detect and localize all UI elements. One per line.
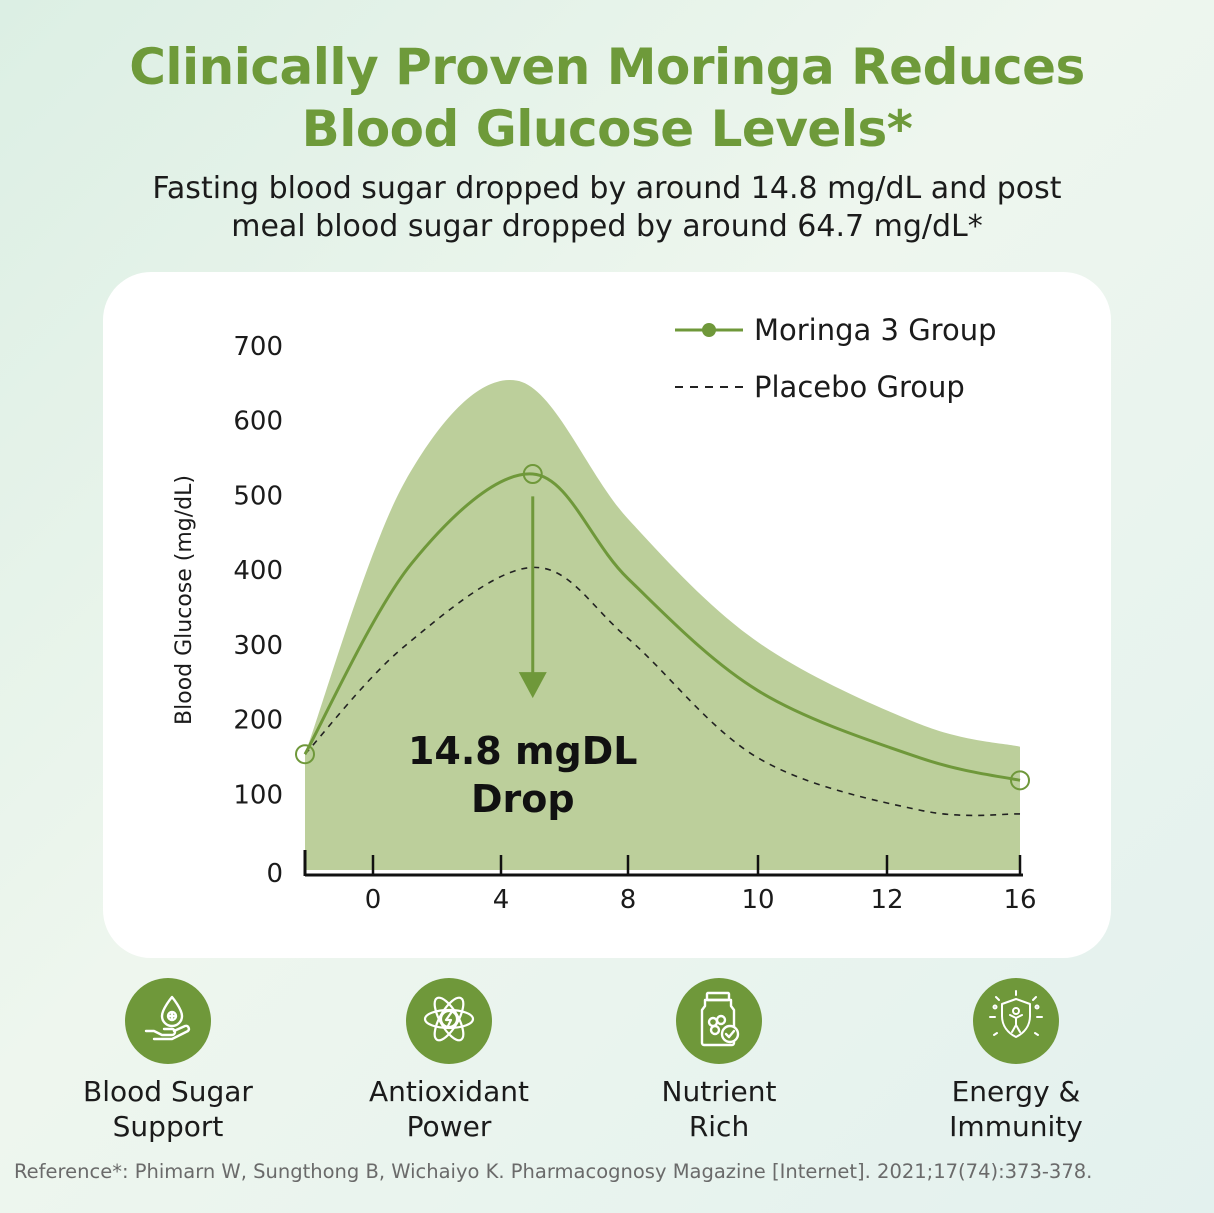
feature-badge bbox=[676, 978, 762, 1064]
y-tick-label: 400 bbox=[233, 556, 283, 586]
feature-nutrient: Nutrient Rich bbox=[589, 978, 849, 1144]
feature-label-line-1: Antioxidant bbox=[369, 1075, 529, 1108]
feature-label-line-2: Support bbox=[112, 1110, 224, 1143]
y-tick-label: 700 bbox=[233, 332, 283, 362]
moringa-point bbox=[522, 464, 543, 485]
feature-label: Antioxidant Power bbox=[319, 1074, 579, 1144]
y-tick-label: 100 bbox=[233, 780, 283, 810]
moringa-line bbox=[303, 472, 1021, 782]
moringa-point bbox=[1010, 770, 1030, 791]
y-tick-label: 500 bbox=[233, 481, 283, 511]
y-tick-label: 600 bbox=[233, 407, 283, 437]
x-tick-label: 4 bbox=[493, 885, 510, 915]
y-tick-label: 300 bbox=[233, 631, 283, 661]
subheadline-line-2: meal blood sugar dropped by around 64.7 … bbox=[231, 209, 983, 244]
feature-label-line-2: Rich bbox=[688, 1110, 750, 1143]
x-tick-label: 16 bbox=[1003, 885, 1036, 915]
x-tick-label: 12 bbox=[870, 885, 903, 915]
legend-moringa-label: Moringa 3 Group bbox=[754, 313, 996, 347]
shield-figure-icon bbox=[986, 989, 1046, 1053]
feature-badge bbox=[406, 978, 492, 1064]
atom-energy-icon bbox=[420, 990, 478, 1052]
feature-label: Energy & Immunity bbox=[886, 1074, 1146, 1144]
reference-citation: Reference*: Phimarn W, Sungthong B, Wich… bbox=[14, 1160, 1093, 1183]
supplement-bottle-icon bbox=[693, 990, 745, 1052]
placebo-line bbox=[304, 566, 1021, 817]
feature-badge bbox=[125, 978, 211, 1064]
glucose-chart: 0 4 8 10 12 16 0 100 200 300 400 500 600 700 14.8 mgD… bbox=[172, 313, 1037, 915]
feature-antioxidant: Antioxidant Power bbox=[319, 978, 579, 1144]
feature-label-line-2: Power bbox=[406, 1110, 492, 1143]
subheadline-line-1: Fasting blood sugar dropped by around 14… bbox=[152, 171, 1062, 206]
drop-annotation-line-2: Drop bbox=[471, 777, 575, 821]
legend-moringa-marker bbox=[702, 323, 716, 337]
feature-badge bbox=[973, 978, 1059, 1064]
feature-label: Blood Sugar Support bbox=[38, 1074, 298, 1144]
headline-line-2: Blood Glucose Levels* bbox=[301, 100, 913, 158]
y-tick-label: 0 bbox=[266, 859, 283, 889]
feature-blood-sugar: Blood Sugar Support bbox=[38, 978, 298, 1144]
feature-label: Nutrient Rich bbox=[589, 1074, 849, 1144]
feature-label-line-2: Immunity bbox=[949, 1110, 1083, 1143]
x-tick-label: 10 bbox=[741, 885, 774, 915]
drop-arrow-head bbox=[518, 672, 547, 699]
feature-label-line-1: Blood Sugar bbox=[83, 1075, 253, 1108]
legend-placebo-label: Placebo Group bbox=[754, 370, 965, 404]
x-tick-label: 0 bbox=[365, 885, 382, 915]
feature-energy: Energy & Immunity bbox=[886, 978, 1146, 1144]
y-tick-label: 200 bbox=[233, 706, 283, 736]
feature-row: Blood Sugar Support Antioxidant Power bbox=[0, 978, 1214, 1148]
confidence-band bbox=[305, 380, 1020, 870]
moringa-point bbox=[295, 744, 315, 765]
y-axis-label: Blood Glucose (mg/dL) bbox=[172, 475, 197, 725]
drop-annotation-line-1: 14.8 mgDL bbox=[408, 729, 638, 773]
feature-label-line-1: Energy & bbox=[951, 1075, 1081, 1108]
chart-card: 0 4 8 10 12 16 0 100 200 300 400 500 600 700 14.8 mgD… bbox=[103, 272, 1111, 958]
x-tick-label: 8 bbox=[620, 885, 637, 915]
subheadline: Fasting blood sugar dropped by around 14… bbox=[80, 170, 1134, 246]
blood-drop-hand-icon bbox=[140, 991, 196, 1051]
feature-label-line-1: Nutrient bbox=[661, 1075, 777, 1108]
headline: Clinically Proven Moringa Reduces Blood … bbox=[0, 36, 1214, 160]
headline-line-1: Clinically Proven Moringa Reduces bbox=[129, 38, 1085, 96]
